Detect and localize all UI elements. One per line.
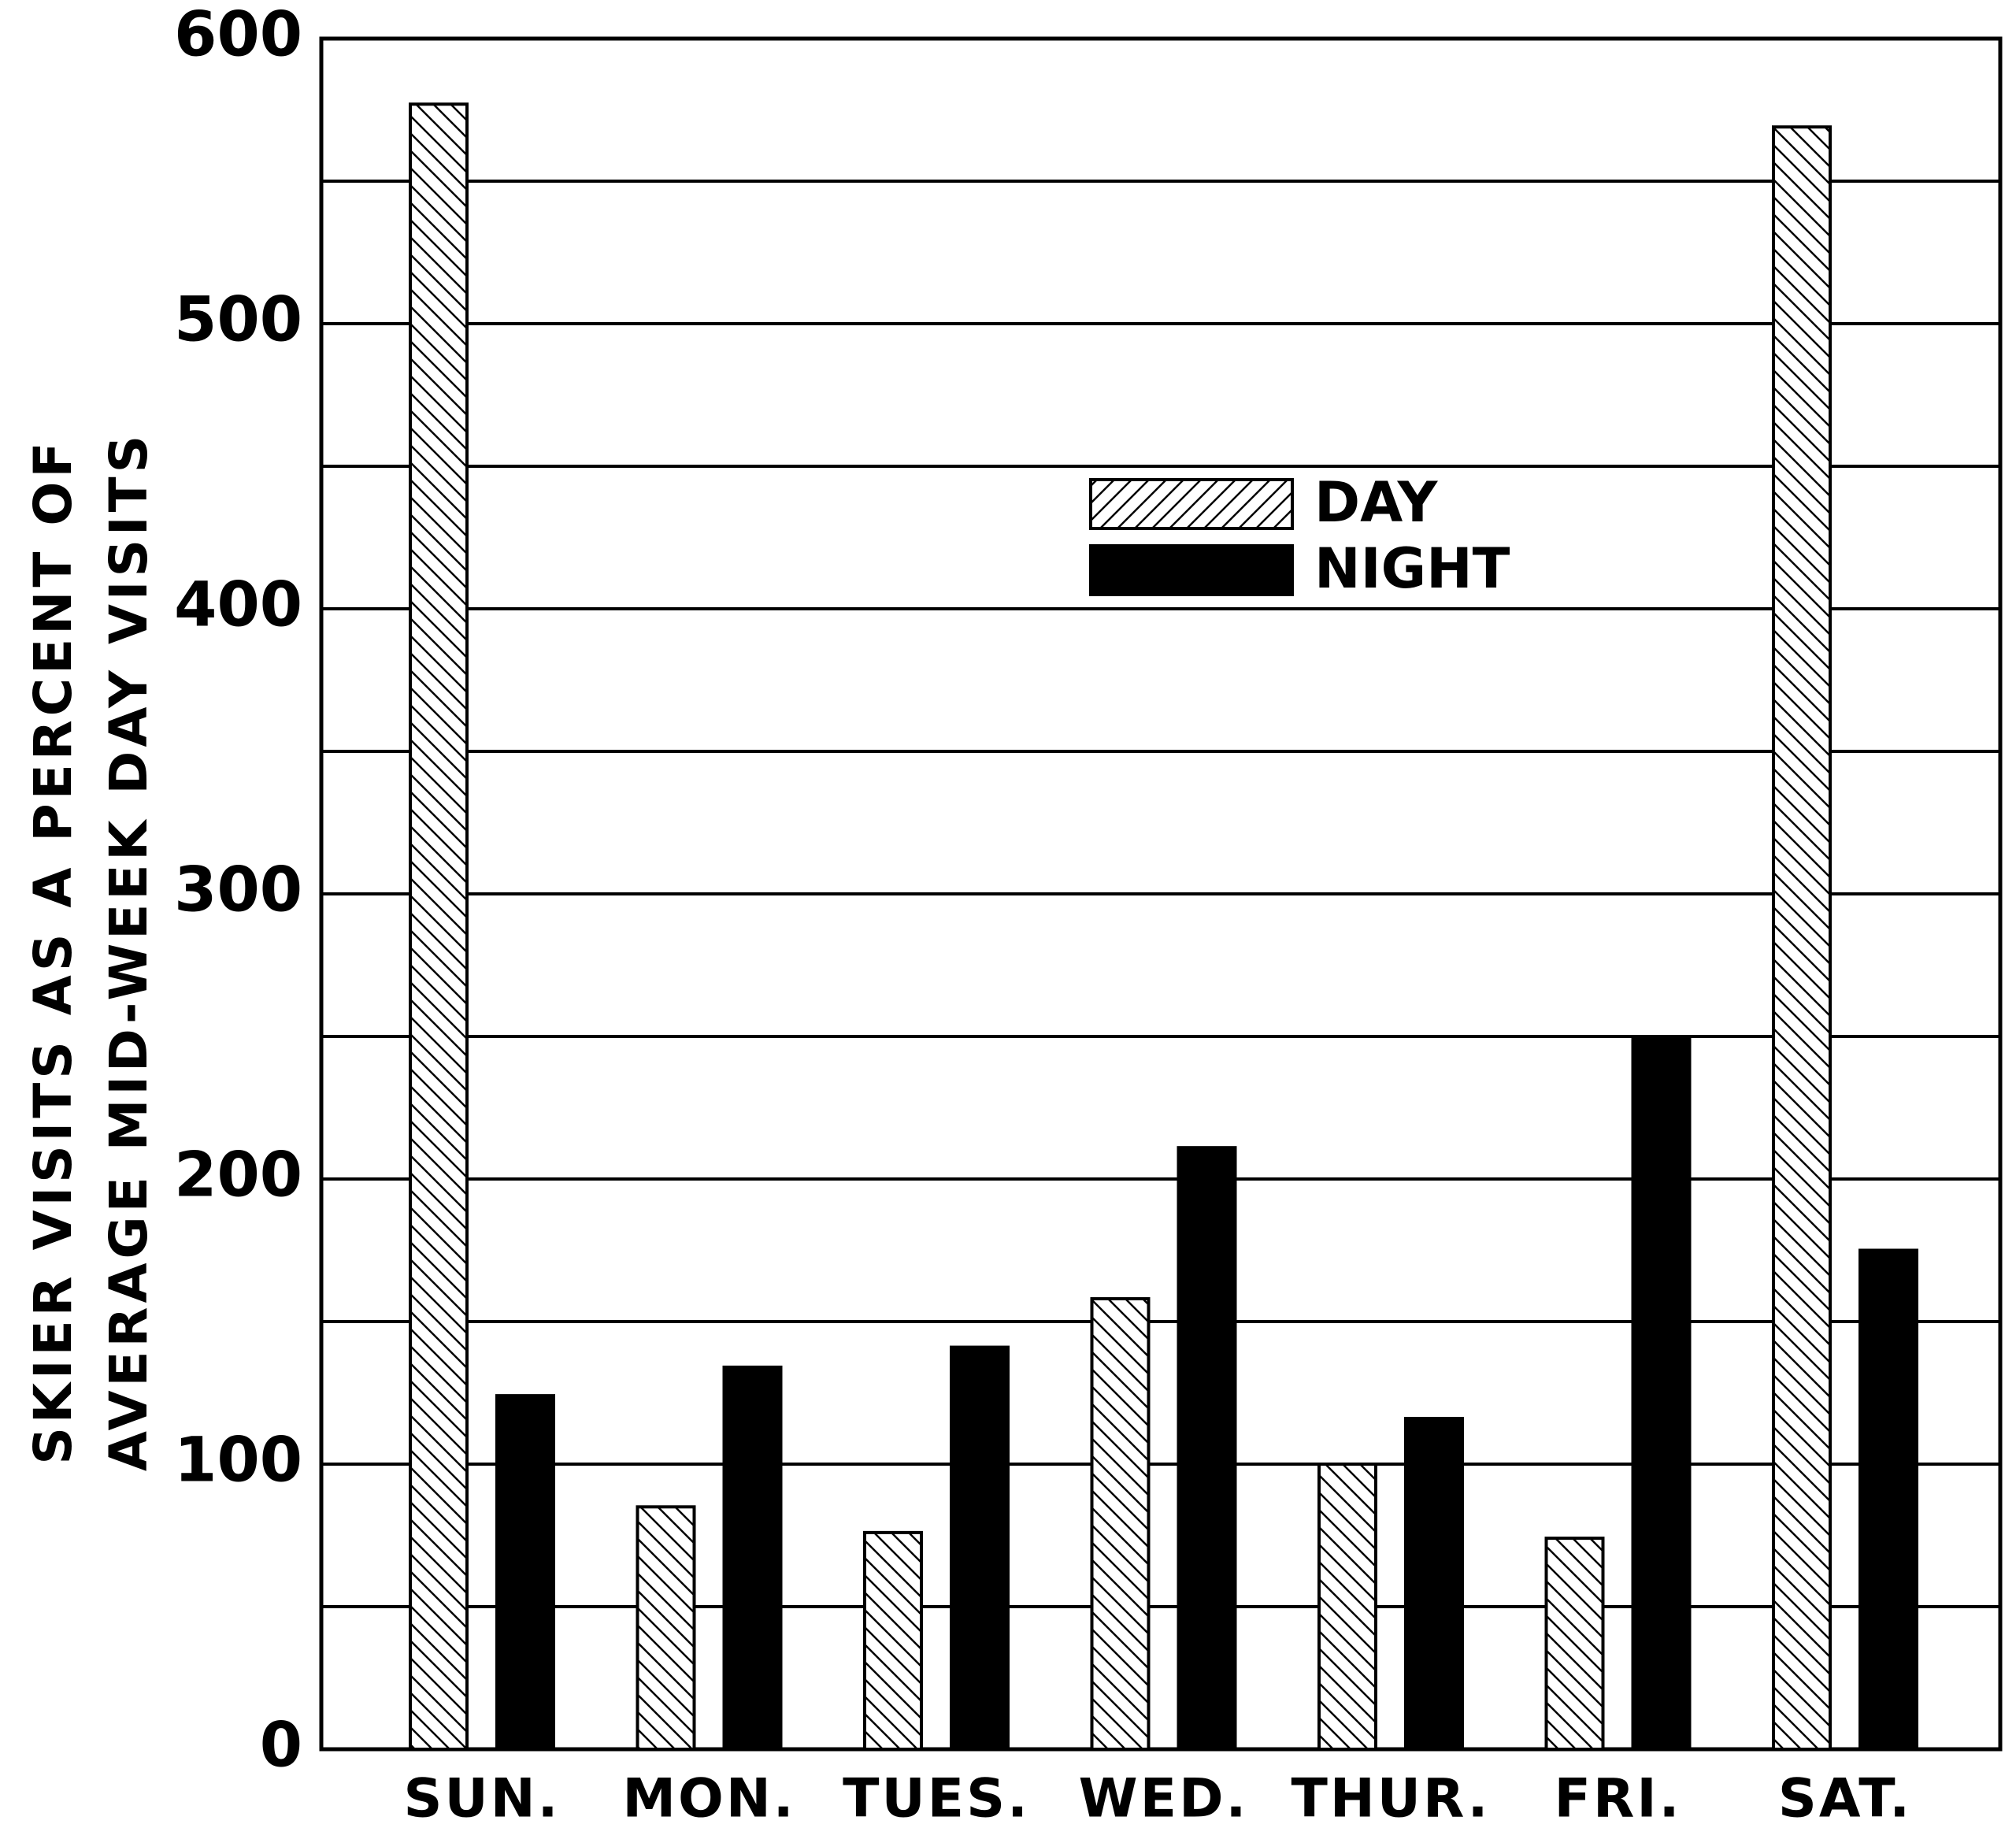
y-tick-label: 100 bbox=[174, 1425, 302, 1496]
bar bbox=[1404, 1417, 1464, 1751]
bar bbox=[1177, 1146, 1237, 1752]
x-tick-label: SAT. bbox=[1778, 1768, 1912, 1830]
bar bbox=[1772, 125, 1832, 1752]
y-tick-label: 0 bbox=[260, 1710, 302, 1781]
y-tick-label: 300 bbox=[174, 855, 302, 925]
bar bbox=[636, 1505, 696, 1752]
legend-label: NIGHT bbox=[1314, 536, 1510, 601]
plot-frame bbox=[319, 36, 2003, 1752]
bar bbox=[1090, 1297, 1151, 1752]
y-axis-label-line: AVERAGE MID-WEEK DAY VISITS bbox=[98, 432, 159, 1471]
x-tick-label: THUR. bbox=[1292, 1768, 1491, 1830]
legend-label: DAY bbox=[1314, 470, 1439, 535]
bar bbox=[1544, 1537, 1605, 1751]
x-tick-label: TUES. bbox=[843, 1768, 1030, 1830]
y-tick-label: 400 bbox=[174, 569, 302, 640]
bar bbox=[1317, 1463, 1377, 1751]
bar bbox=[1858, 1248, 1918, 1751]
x-tick-label: MON. bbox=[622, 1768, 795, 1830]
y-tick-label: 500 bbox=[174, 284, 302, 355]
bar bbox=[722, 1365, 783, 1752]
x-tick-label: WED. bbox=[1079, 1768, 1249, 1830]
y-tick-label: 200 bbox=[174, 1140, 302, 1211]
bar bbox=[409, 102, 469, 1751]
bar bbox=[950, 1345, 1010, 1751]
x-tick-label: SUN. bbox=[404, 1768, 561, 1830]
legend-swatch bbox=[1089, 478, 1294, 530]
legend-swatch bbox=[1089, 544, 1294, 596]
bar bbox=[495, 1394, 555, 1751]
y-axis-label-line: SKIER VISITS AS A PERCENT OF bbox=[23, 438, 83, 1464]
bar bbox=[863, 1530, 923, 1751]
x-tick-label: FRI. bbox=[1555, 1768, 1682, 1830]
bar bbox=[1631, 1035, 1692, 1751]
y-axis-label: SKIER VISITS AS A PERCENT OF AVERAGE MID… bbox=[23, 432, 159, 1471]
y-tick-label: 600 bbox=[174, 0, 302, 70]
